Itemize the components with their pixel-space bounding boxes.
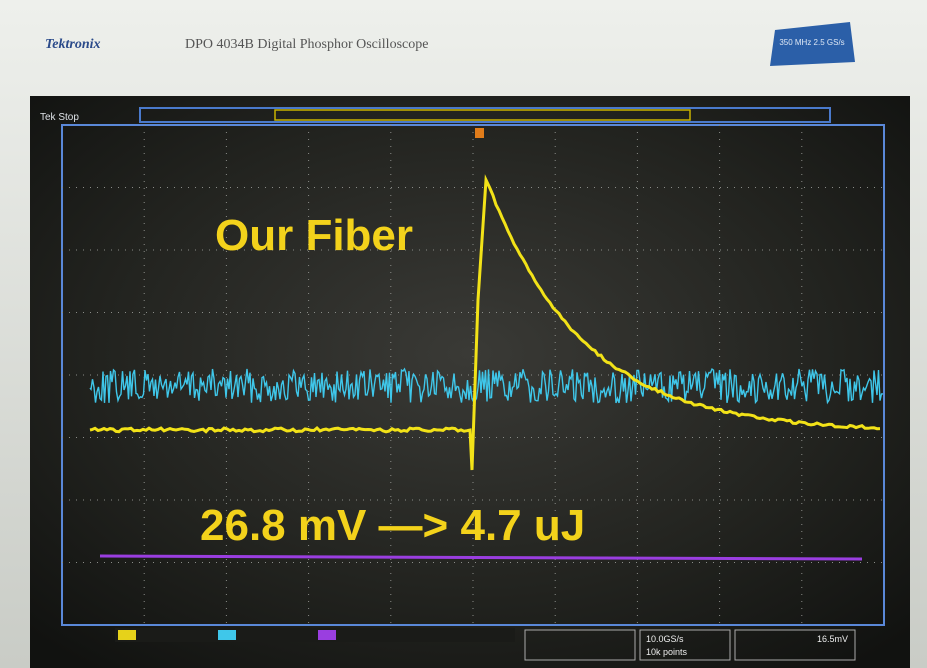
brand: Tektronix [45,37,101,52]
trigger-level: 16.5mV [817,634,848,644]
status: Tek Stop [40,112,79,123]
channel-readouts [115,628,515,642]
ch3-badge [318,630,336,640]
trigger-marker [475,128,484,138]
badge: 350 MHz 2.5 GS/s [779,38,844,47]
annotation-measurement: 26.8 mV —> 4.7 uJ [200,501,585,550]
record-length: 10k points [646,647,688,657]
sample-rate: 10.0GS/s [646,634,684,644]
ch1-badge [118,630,136,640]
model: DPO 4034B Digital Phosphor Oscilloscope [185,37,428,52]
oscilloscope-photo: Tektronix DPO 4034B Digital Phosphor Osc… [0,0,927,668]
screen [30,96,910,668]
ch2-badge [218,630,236,640]
annotation-title: Our Fiber [215,211,413,260]
